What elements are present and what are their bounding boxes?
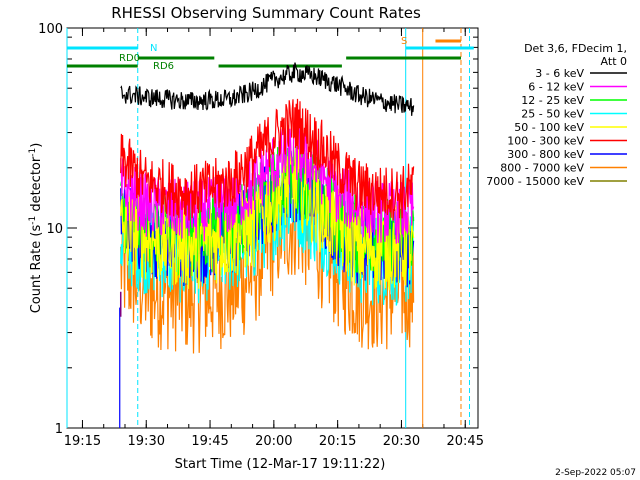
y-axis-label-mid: detector [29, 156, 44, 216]
x-tick-label: 20:00 [255, 434, 292, 449]
x-tick-label: 20:30 [383, 434, 420, 449]
annotation-label-n: N [150, 43, 157, 54]
legend-entry-label: 50 - 100 keV [514, 121, 584, 134]
y-axis-label: Count Rate (s-1 detector-1) [28, 143, 44, 314]
legend-entry-label: 12 - 25 keV [521, 94, 584, 107]
legend-header-line2: Att 0 [601, 55, 627, 68]
x-tick-label: 19:30 [128, 434, 165, 449]
y-axis-label-main: Count Rate (s [29, 225, 44, 314]
y-tick-label: 1 [55, 422, 63, 437]
series-line [120, 142, 415, 291]
legend-entry-label: 3 - 6 keV [535, 67, 584, 80]
legend-entry-label: 25 - 50 keV [521, 108, 584, 121]
annotation-label-s: S [401, 36, 407, 47]
annotation-label-rd6: RD6 [153, 61, 174, 72]
series-layer [119, 62, 415, 428]
y-axis-label-end: ) [29, 143, 44, 148]
chart-title: RHESSI Observing Summary Count Rates [111, 4, 421, 22]
x-axis-label: Start Time (12-Mar-17 19:11:22) [175, 457, 386, 472]
legend-entry-label: 100 - 300 keV [507, 135, 584, 148]
legend-entry-label: 7000 - 15000 keV [486, 175, 584, 188]
series-line [120, 62, 415, 116]
legend-entry-label: 6 - 12 keV [528, 81, 584, 94]
legend-header-line1: Det 3,6, FDecim 1, [524, 42, 627, 55]
axis-ticks: 19:15 19:30 19:45 20:00 20:15 20:30 20:45 1 10 10… [38, 22, 484, 449]
x-tick-label: 19:45 [191, 434, 228, 449]
legend-entry-label: 800 - 7000 keV [500, 162, 584, 175]
legend-entry-label: 300 - 800 keV [507, 148, 584, 161]
x-tick-label: 19:15 [64, 434, 101, 449]
annotation-label-rd0: RD0 [119, 53, 140, 64]
x-tick-label: 20:15 [319, 434, 356, 449]
y-axis-label-sup1: -1 [28, 216, 38, 225]
footer-date: 2-Sep-2022 05:07 [555, 468, 636, 478]
y-axis-label-sup2: -1 [28, 148, 38, 157]
series-line [120, 98, 415, 221]
x-tick-label: 20:45 [447, 434, 484, 449]
y-tick-label: 10 [46, 222, 63, 237]
y-tick-label: 100 [38, 22, 63, 37]
